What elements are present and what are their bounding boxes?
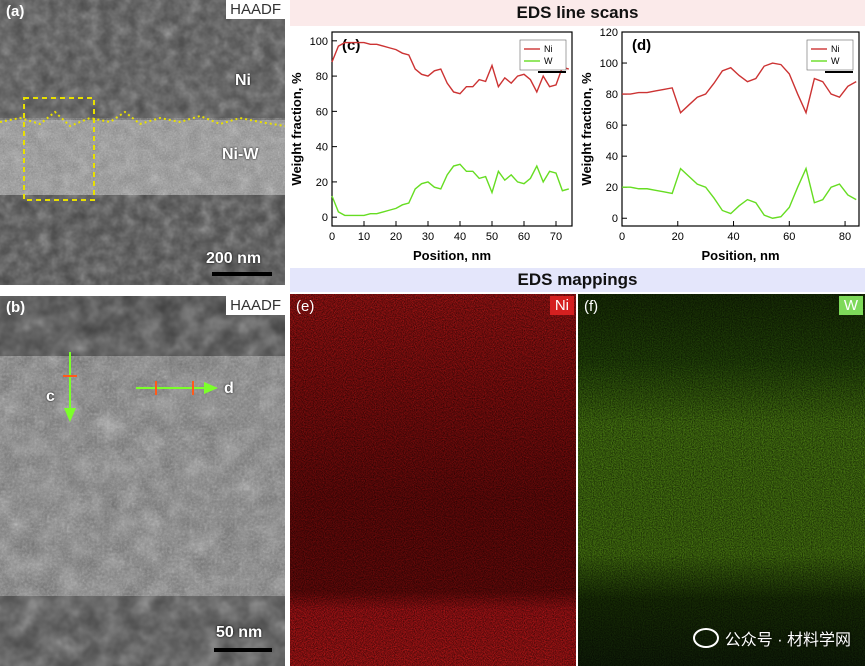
ni-map-tag: (e) xyxy=(296,298,315,315)
line-scans-title-bar: EDS line scans xyxy=(290,0,865,26)
y-tick-label: 40 xyxy=(316,142,328,154)
ni-map-image xyxy=(290,294,576,666)
w-map-tag: (f) xyxy=(584,298,599,315)
x-tick-label: 60 xyxy=(783,231,795,243)
x-tick-label: 30 xyxy=(422,231,434,243)
ni-region-label: Ni xyxy=(235,72,251,89)
panel-a-haadf-image: (a) HAADF Ni Ni-W 200 nm xyxy=(0,0,285,285)
line-scans-title: EDS line scans xyxy=(516,3,639,22)
y-axis-label: Weight fraction, % xyxy=(579,72,594,186)
y-tick-label: 20 xyxy=(316,177,328,189)
panel-b-mode-label: HAADF xyxy=(226,296,285,315)
line-c-label: c xyxy=(46,388,55,405)
x-axis-label: Position, nm xyxy=(702,248,780,263)
legend-box xyxy=(806,39,854,71)
ni-map-panel: (e) Ni xyxy=(290,294,576,666)
scale-bar-a xyxy=(212,272,272,276)
ni-map-element: Ni xyxy=(549,296,574,315)
w-map-element: W xyxy=(838,296,863,315)
x-tick-label: 0 xyxy=(329,231,335,243)
y-tick-label: 100 xyxy=(310,36,328,48)
chart-tag: (c) xyxy=(342,37,360,54)
chart-c: 0 10 20 30 40 50 60 70 0 20 40 60 80 100 Position, nm W… xyxy=(289,31,573,263)
series-line-ni xyxy=(331,41,569,95)
line-d-label: d xyxy=(224,380,234,397)
panel-a-tag: (a) xyxy=(6,3,25,20)
panel-a-micrograph xyxy=(0,0,285,285)
legend-entry: W xyxy=(544,56,553,66)
x-tick-label: 60 xyxy=(518,231,530,243)
x-tick-label: 40 xyxy=(727,231,739,243)
watermark: 公众号 · 材料学网 xyxy=(692,626,851,650)
mappings-title: EDS mappings xyxy=(517,270,638,289)
y-tick-label: 80 xyxy=(316,71,328,83)
panel-b-tag: (b) xyxy=(6,299,26,316)
scale-text-b: 50 nm xyxy=(216,624,263,641)
x-tick-label: 40 xyxy=(454,231,466,243)
legend-box xyxy=(519,39,567,71)
x-tick-label: 70 xyxy=(550,231,562,243)
wechat-icon xyxy=(692,628,719,648)
w-map-panel: (f) W 公众号 · 材料学网 xyxy=(578,294,865,666)
legend-entry: W xyxy=(831,56,840,66)
y-tick-label: 120 xyxy=(600,27,618,39)
w-map-image xyxy=(578,294,865,666)
scale-text-a: 200 nm xyxy=(206,250,262,267)
y-tick-label: 100 xyxy=(600,58,618,70)
chart-tag: (d) xyxy=(632,37,651,54)
x-tick-label: 20 xyxy=(390,231,402,243)
y-tick-label: 0 xyxy=(322,212,328,224)
x-tick-label: 0 xyxy=(619,231,625,243)
panel-a-mode-label: HAADF xyxy=(226,0,285,19)
y-tick-label: 40 xyxy=(606,151,618,163)
series-line-w xyxy=(331,163,569,217)
y-tick-label: 80 xyxy=(606,89,618,101)
series-line-w xyxy=(622,166,857,219)
y-tick-label: 0 xyxy=(612,213,618,225)
line-scan-d-arrow xyxy=(136,381,218,395)
panel-b-micrograph xyxy=(0,296,285,666)
y-axis-label: Weight fraction, % xyxy=(289,72,304,186)
interface-dotted-line xyxy=(0,110,285,128)
series-line-ni xyxy=(622,62,857,115)
y-tick-label: 20 xyxy=(606,182,618,194)
selection-box xyxy=(23,97,95,201)
mappings-title-bar: EDS mappings xyxy=(290,268,865,292)
ni-w-layer-label: Ni-W xyxy=(222,146,259,163)
x-tick-label: 50 xyxy=(486,231,498,243)
watermark-text: 公众号 · 材料学网 xyxy=(724,632,851,649)
x-tick-label: 80 xyxy=(839,231,851,243)
y-tick-label: 60 xyxy=(606,120,618,132)
panel-b-haadf-image: (b) HAADF c d 50 nm xyxy=(0,296,285,666)
x-tick-label: 10 xyxy=(358,231,370,243)
chart-d: 0 20 40 60 80 0 20 40 60 80 100 120 Position, nm Weig… xyxy=(579,27,860,263)
x-axis-label: Position, nm xyxy=(413,248,491,263)
scale-bar-b xyxy=(214,648,272,652)
line-scan-c-arrow xyxy=(63,352,77,422)
y-tick-label: 60 xyxy=(316,106,328,118)
legend-entry: Ni xyxy=(831,44,840,54)
x-tick-label: 20 xyxy=(672,231,684,243)
legend-entry: Ni xyxy=(544,44,553,54)
